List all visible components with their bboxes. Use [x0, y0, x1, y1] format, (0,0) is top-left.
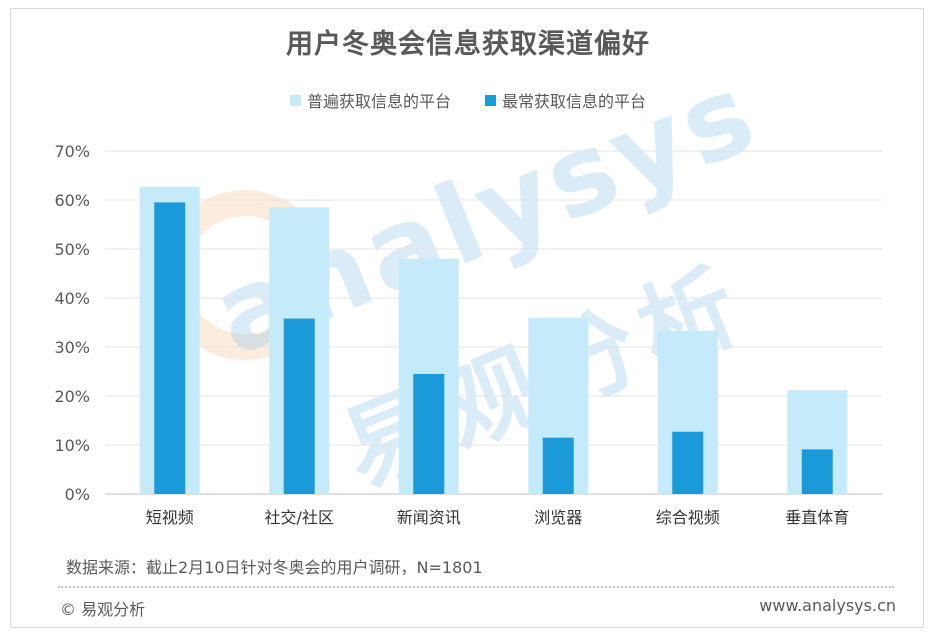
website-link[interactable]: www.analysys.cn: [759, 596, 896, 615]
y-tick-label: 60%: [54, 191, 90, 210]
bar-most: [672, 431, 704, 494]
copyright-text: © 易观分析: [60, 600, 146, 619]
legend-item-general: 普遍获取信息的平台: [289, 88, 451, 112]
x-tick-label: 垂直体育: [785, 508, 849, 527]
legend-item-most: 最常获取信息的平台: [485, 88, 646, 112]
y-tick-label: 30%: [54, 338, 90, 357]
y-tick-label: 70%: [54, 142, 90, 161]
y-tick-label: 50%: [54, 240, 90, 259]
chart-legend: 普遍获取信息的平台 最常获取信息的平台: [0, 88, 936, 112]
bar-most: [801, 449, 833, 494]
y-tick-label: 20%: [54, 387, 90, 406]
x-tick-label: 短视频: [146, 508, 194, 527]
legend-swatch-most: [485, 94, 496, 106]
x-tick-label: 综合视频: [656, 508, 720, 527]
legend-swatch-general: [289, 94, 301, 106]
bar-most: [542, 437, 574, 494]
chart-title: 用户冬奥会信息获取渠道偏好: [286, 29, 650, 60]
bar-most: [413, 373, 445, 494]
legend-label-most: 最常获取信息的平台: [502, 92, 647, 111]
x-tick-label: 浏览器: [534, 508, 582, 527]
legend-label-general: 普遍获取信息的平台: [306, 92, 451, 111]
x-tick-label: 新闻资讯: [397, 508, 461, 527]
data-source-note: 数据来源：截止2月10日针对冬奥会的用户调研，N=1801: [66, 558, 483, 577]
y-tick-label: 40%: [54, 289, 90, 308]
y-tick-label: 0%: [65, 485, 90, 504]
footer-divider: [58, 586, 894, 588]
bar-most: [154, 202, 186, 494]
bar-most: [283, 318, 315, 494]
y-tick-label: 10%: [54, 436, 90, 455]
x-tick-label: 社交/社区: [265, 508, 334, 527]
